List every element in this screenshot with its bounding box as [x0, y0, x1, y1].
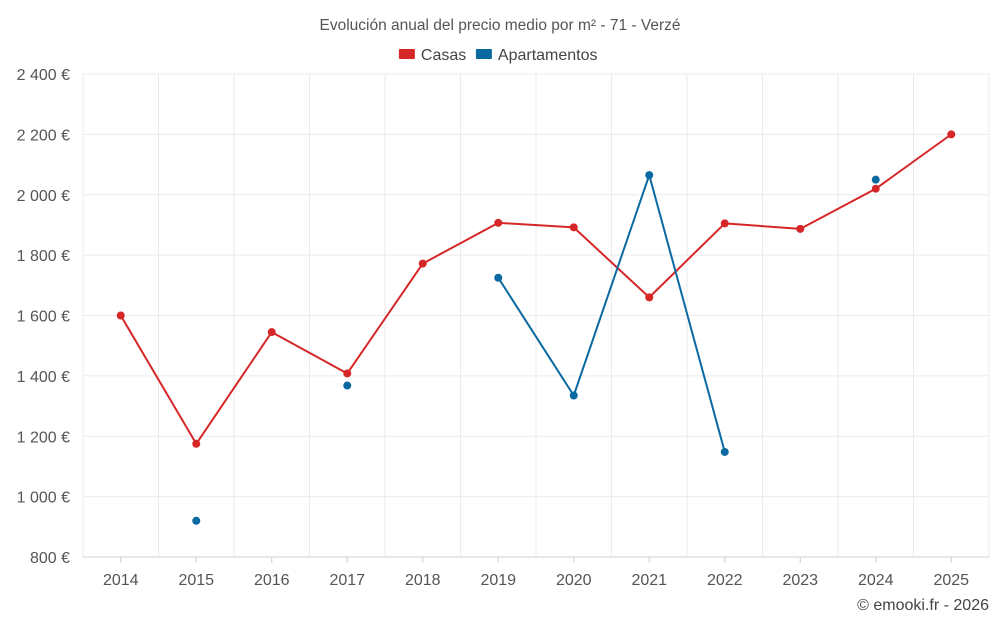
data-point[interactable] [494, 218, 503, 227]
series-line-segment [421, 221, 500, 265]
data-point[interactable] [494, 273, 503, 282]
data-point[interactable] [720, 219, 729, 228]
series-line-segment [119, 314, 198, 445]
y-tick-label: 1 200 € [17, 429, 70, 446]
series-line-segment [270, 331, 349, 375]
data-point[interactable] [871, 184, 880, 193]
x-tick-label: 2022 [707, 572, 743, 589]
legend-label: Apartamentos [498, 47, 598, 64]
data-point[interactable] [569, 223, 578, 232]
x-tick-label: 2018 [405, 572, 441, 589]
series-line-segment [497, 276, 575, 397]
axes: 800 € 1 000 € 1 200 € 1 400 € 1 600 € 1 800 €… [17, 67, 970, 589]
x-tick-label: 2019 [480, 572, 516, 589]
data-point[interactable] [645, 293, 654, 302]
series-line-segment [799, 187, 877, 230]
data-point[interactable] [116, 311, 125, 320]
x-tick-label: 2021 [631, 572, 667, 589]
y-tick-label: 1 000 € [17, 490, 70, 507]
data-point[interactable] [569, 391, 578, 400]
series-layer [116, 130, 956, 525]
series-line-segment [195, 331, 273, 445]
x-tick-label: 2025 [933, 572, 969, 589]
legend-swatch [398, 49, 415, 59]
data-point[interactable] [192, 516, 201, 525]
series-line-segment [572, 226, 651, 299]
series-line-segment [648, 174, 726, 453]
data-point[interactable] [343, 381, 352, 390]
y-tick-label: 2 000 € [17, 188, 70, 205]
legend-label: Casas [421, 47, 466, 64]
data-point[interactable] [267, 328, 276, 337]
x-tick-label: 2014 [103, 572, 139, 589]
legend-item[interactable]: Casas [398, 47, 466, 64]
series-line-segment [723, 222, 802, 230]
data-point[interactable] [720, 447, 729, 456]
data-point[interactable] [947, 130, 956, 139]
y-tick-label: 1 800 € [17, 248, 70, 265]
data-point[interactable] [418, 259, 427, 268]
y-tick-label: 2 200 € [17, 127, 70, 144]
x-tick-label: 2024 [858, 572, 894, 589]
legend-swatch [475, 49, 492, 59]
series-line-segment [346, 262, 424, 375]
y-tick-label: 2 400 € [17, 67, 70, 84]
data-point[interactable] [796, 224, 805, 233]
series-line-segment [497, 221, 575, 229]
grid [82, 73, 990, 558]
x-tick-label: 2016 [254, 572, 290, 589]
x-tick-label: 2017 [329, 572, 365, 589]
legend-item[interactable]: Apartamentos [475, 47, 598, 64]
x-tick-label: 2015 [178, 572, 214, 589]
data-point[interactable] [343, 369, 352, 378]
series-line-segment [874, 133, 953, 190]
x-tick-label: 2020 [556, 572, 592, 589]
data-point[interactable] [871, 175, 880, 184]
y-tick-label: 800 € [30, 550, 70, 567]
data-point[interactable] [645, 171, 654, 180]
x-tick-label: 2023 [782, 572, 818, 589]
series-line-segment [648, 222, 726, 299]
data-point[interactable] [192, 439, 201, 448]
series-line-segment [572, 174, 651, 397]
y-tick-label: 1 600 € [17, 309, 70, 326]
series-casas [116, 130, 956, 448]
chart-title: Evolución anual del precio medio por m² … [320, 17, 681, 34]
series-apartamentos [192, 171, 880, 525]
y-tick-label: 1 400 € [17, 369, 70, 386]
credit-text: © emooki.fr - 2026 [857, 597, 989, 614]
legend: Casas Apartamentos [398, 47, 598, 64]
